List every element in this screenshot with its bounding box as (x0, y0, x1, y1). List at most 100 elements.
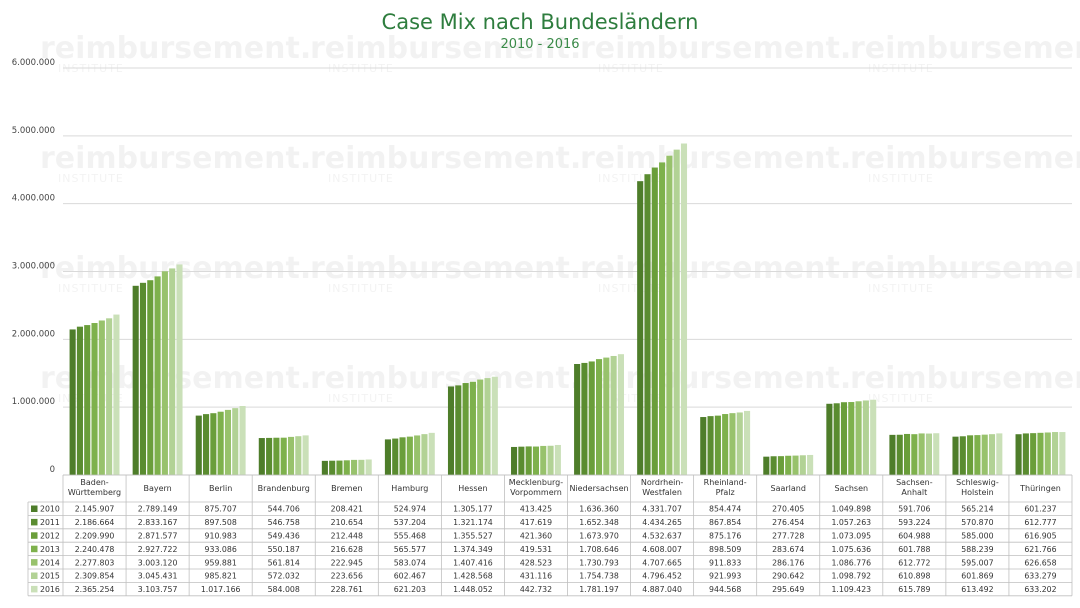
bar-2010-12 (826, 403, 833, 475)
table-cell: 2.789.149 (138, 505, 178, 514)
bar-2012-0 (84, 325, 91, 475)
table-cell: 277.728 (772, 532, 804, 541)
watermark-subtext: INSTITUTE (868, 282, 934, 295)
y-tick-label: 2.000.000 (12, 329, 55, 339)
bar-2013-3 (280, 437, 287, 475)
bar-2014-1 (161, 271, 168, 475)
bar-2010-3 (258, 438, 265, 475)
legend-swatch-2013 (31, 545, 38, 553)
watermark-text: reimbursement. (580, 251, 851, 286)
bar-2012-15 (1030, 433, 1037, 475)
data-table: Baden-Württemberg Bayern Berlin Brandenburg… (27, 474, 1073, 597)
watermarks: reimbursement.INSTITUTEreimbursement.INS… (40, 31, 1080, 405)
table-cell: 2.833.167 (138, 518, 178, 527)
bar-2014-9 (666, 155, 673, 475)
bar-2016-5 (428, 432, 435, 475)
table-cell: 4.331.707 (642, 505, 682, 514)
table-cell: 210.654 (331, 518, 363, 527)
table-cell: 1.636.360 (579, 505, 619, 514)
y-tick-label: 5.000.000 (12, 126, 55, 136)
watermark-subtext: INSTITUTE (868, 392, 934, 405)
bar-2015-7 (547, 445, 554, 475)
bar-2010-7 (511, 446, 518, 475)
table-cell: 610.898 (898, 572, 930, 581)
table-cell: 1.708.646 (579, 545, 619, 554)
legend-label: 2013 (40, 545, 60, 554)
table-cell: 1.073.095 (831, 532, 871, 541)
legend-swatch-2014 (31, 559, 38, 566)
y-axis: 0 1.000.000 2.000.000 3.000.000 4.000.000 5.0… (12, 58, 55, 475)
table-cell: 910.983 (205, 532, 237, 541)
table-cell: 933.086 (205, 545, 237, 554)
table-cell: 413.425 (520, 505, 552, 514)
table-cell: 295.649 (772, 585, 804, 594)
category-label: Saarland (770, 484, 805, 493)
bar-2014-12 (855, 401, 862, 475)
table-cell: 222.945 (331, 558, 363, 567)
legend-label: 2011 (40, 518, 60, 527)
watermark-subtext: INSTITUTE (328, 392, 394, 405)
table-cell: 2.209.990 (75, 532, 115, 541)
bar-2014-13 (918, 433, 925, 475)
bar-2010-13 (889, 434, 896, 475)
bar-2010-8 (574, 364, 581, 475)
table-cell: 2.871.577 (138, 532, 178, 541)
bar-2016-2 (239, 406, 246, 475)
table-cell: 985.821 (205, 572, 237, 581)
category-label: Bayern (143, 484, 171, 493)
table-cell: 2.309.854 (75, 572, 115, 581)
category-label: Thüringen (1019, 484, 1061, 493)
y-tick-label: 1.000.000 (12, 397, 55, 407)
watermark-text: reimbursement. (40, 141, 311, 176)
bar-2016-9 (680, 143, 688, 475)
bar-2014-4 (351, 459, 358, 475)
bar-2010-11 (763, 456, 770, 475)
bar-2011-14 (959, 436, 966, 475)
category-label: Nordrhein- (641, 478, 684, 487)
bar-2015-3 (295, 436, 302, 475)
table-cell: 4.532.637 (642, 532, 682, 541)
legend-label: 2012 (40, 532, 60, 541)
table-cell: 3.103.757 (138, 585, 178, 594)
category-label: Niedersachsen (569, 484, 628, 493)
watermark-text: reimbursement. (310, 141, 581, 176)
table-cell: 633.202 (1024, 585, 1056, 594)
bar-2010-0 (69, 329, 76, 475)
table-cell: 875.707 (205, 505, 237, 514)
table-cell: 565.214 (961, 505, 993, 514)
bar-2015-8 (610, 355, 617, 475)
bar-2012-2 (210, 413, 217, 475)
table-cell: 1.781.197 (579, 585, 619, 594)
bar-2012-3 (273, 437, 280, 475)
table-cell: 2.927.722 (138, 545, 178, 554)
category-label: Hessen (458, 484, 487, 493)
table-cell: 212.448 (331, 532, 363, 541)
table-cell: 601.788 (898, 545, 930, 554)
bar-2010-9 (637, 181, 644, 476)
bars (69, 143, 1066, 476)
bar-2011-6 (455, 385, 462, 475)
bar-2015-12 (862, 400, 869, 475)
table-cell: 1.075.636 (831, 545, 871, 554)
table-cell: 555.468 (394, 532, 426, 541)
bar-2015-2 (232, 408, 239, 475)
watermark-text: reimbursement. (850, 251, 1080, 286)
table-cell: 595.007 (961, 558, 993, 567)
table-cell: 228.761 (331, 585, 363, 594)
bar-2011-1 (139, 282, 147, 475)
legend-swatch-2010 (31, 505, 38, 512)
table-cell: 223.656 (331, 572, 363, 581)
bar-2010-10 (700, 417, 707, 475)
table-cell: 270.405 (772, 505, 804, 514)
bar-2016-7 (554, 444, 561, 475)
category-label: Mecklenburg- (509, 478, 563, 487)
bar-2011-9 (644, 174, 651, 475)
table-cell: 546.758 (268, 518, 300, 527)
bar-2012-11 (777, 456, 784, 475)
bar-2011-13 (896, 434, 903, 475)
bar-2013-15 (1037, 432, 1044, 475)
watermark-text: reimbursement. (310, 31, 581, 66)
bar-2013-11 (785, 455, 792, 475)
bar-2015-10 (736, 412, 743, 475)
table-cell: 911.833 (709, 558, 741, 567)
